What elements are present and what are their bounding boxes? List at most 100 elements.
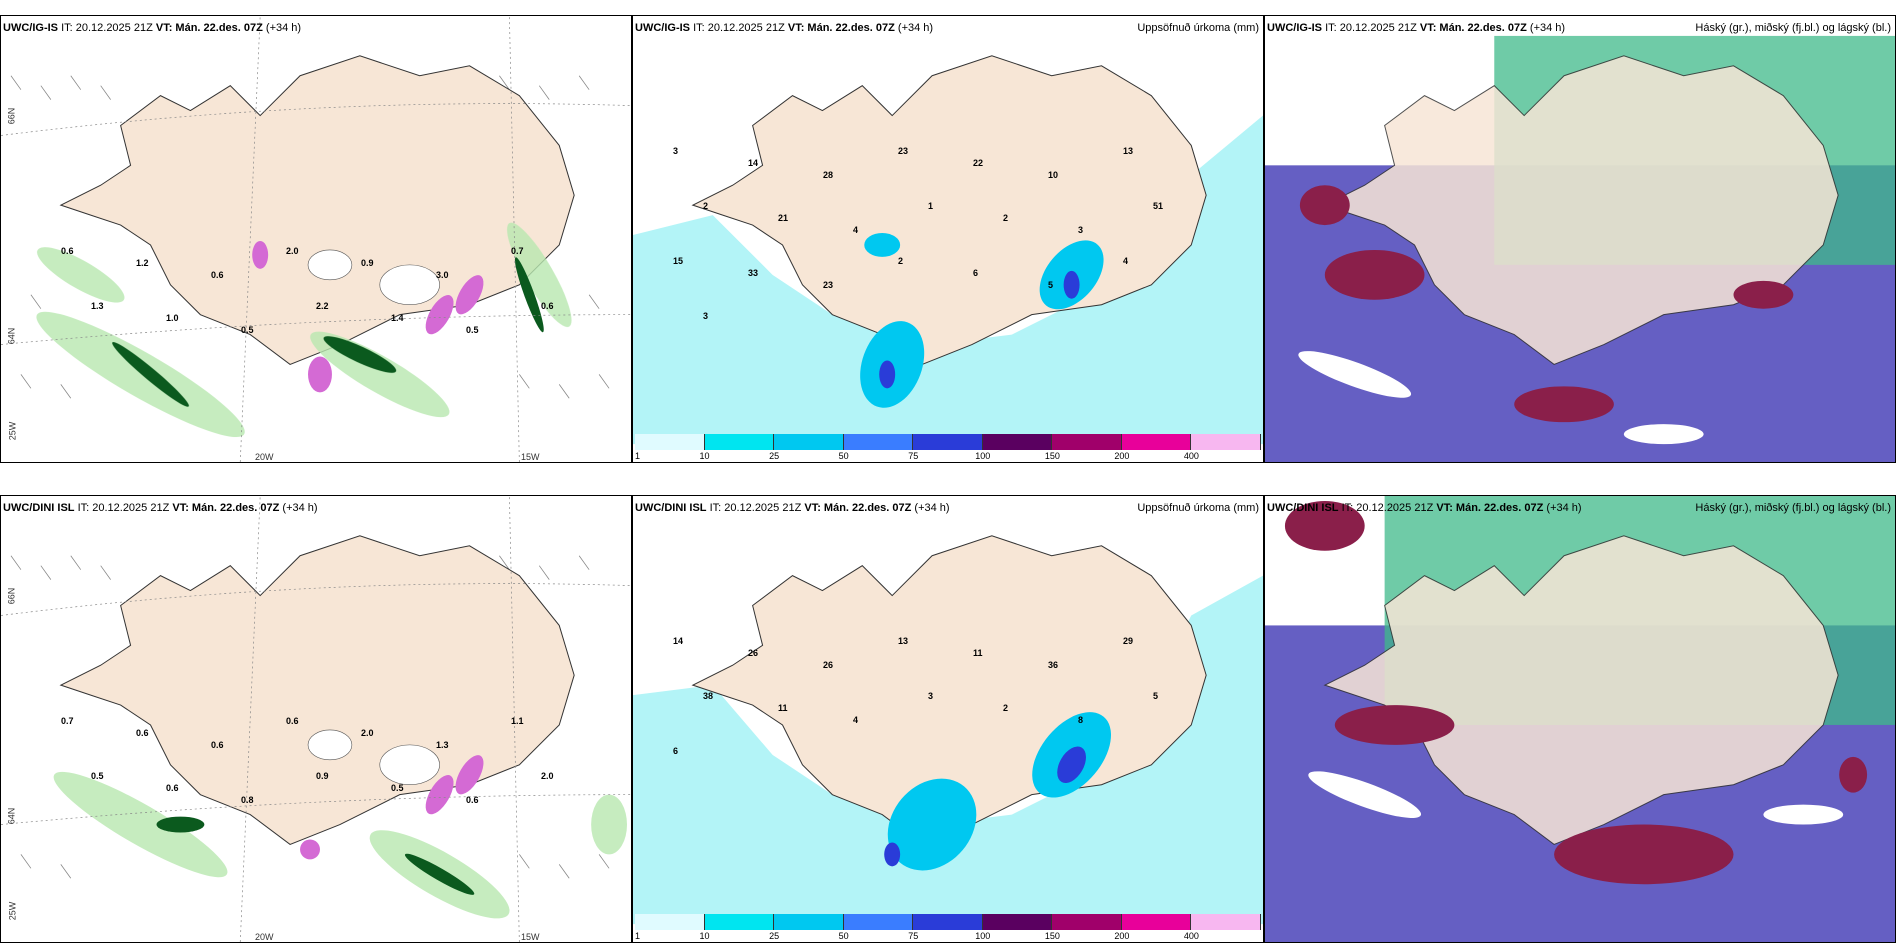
grid-lines xyxy=(1,16,631,462)
map-row1-cloud xyxy=(1265,35,1895,462)
lead-time: (+34 h) xyxy=(897,22,934,34)
map-value-label: 0.6 xyxy=(166,783,179,793)
lon-label-15: 15W xyxy=(521,932,540,942)
valid-time: VT: Mán. 22.des. 07Z xyxy=(1419,22,1527,34)
colorbar-segment xyxy=(774,914,844,930)
colorbar-segment xyxy=(913,434,983,450)
colorbar-segment xyxy=(1121,434,1192,450)
map-value-label: 2 xyxy=(898,256,904,266)
colorbar-segment xyxy=(774,434,844,450)
lon-label-20: 20W xyxy=(255,932,274,942)
map-value-label: 28 xyxy=(823,170,834,180)
map-value-label: 0.6 xyxy=(61,246,74,256)
colorbar-tick-label: 25 xyxy=(769,931,780,941)
panel-header: UWC/IG-IS IT: 20.12.2025 21Z VT: Mán. 22… xyxy=(635,22,933,34)
colorbar-tick-label: 10 xyxy=(699,931,710,941)
map-value-label: 3 xyxy=(673,146,679,156)
panel-row1-wind: 66N 64N 25W 20W 15W UWC/IG-IS IT: 20.12.… xyxy=(0,15,632,463)
map-value-label: 2.0 xyxy=(541,771,554,781)
map-value-label: 11 xyxy=(778,703,788,713)
map-value-label: 23 xyxy=(898,146,909,156)
map-value-label: 13 xyxy=(1123,146,1134,156)
map-value-label: 22 xyxy=(973,158,984,168)
map-value-label: 36 xyxy=(1048,660,1059,670)
map-value-label: 0.9 xyxy=(361,258,374,268)
map-value-label: 14 xyxy=(748,158,759,168)
map-value-label: 10 xyxy=(1048,170,1059,180)
colorbar-segment xyxy=(982,914,1053,930)
colorbar-segment xyxy=(913,914,983,930)
lead-time: (+34 h) xyxy=(1546,502,1582,514)
model-name: UWC/IG-IS xyxy=(635,22,690,34)
lon-label-20: 20W xyxy=(255,452,274,462)
panel-row2-cloud: UWC/DINI ISL IT: 20.12.2025 21Z VT: Mán.… xyxy=(1264,495,1896,943)
map-value-label: 29 xyxy=(1123,636,1134,646)
map-value-label: 11 xyxy=(973,648,983,658)
colorbar-tick-label: 1 xyxy=(635,451,641,461)
map-value-label: 3.0 xyxy=(436,270,449,280)
colorbar-segment xyxy=(704,914,775,930)
valid-time: VT: Mán. 22.des. 07Z xyxy=(172,502,280,514)
map-value-label: 2 xyxy=(1003,703,1009,713)
map-value-label: 1 xyxy=(928,201,934,211)
colorbar-segment xyxy=(843,914,914,930)
white-ice-areas xyxy=(307,729,440,786)
lat-label-66: 66N xyxy=(6,587,17,605)
map-value-label: 0.6 xyxy=(211,740,224,750)
init-time: IT: 20.12.2025 21Z xyxy=(1325,22,1417,34)
map-value-label: 14 xyxy=(673,636,684,646)
colorbar-segment xyxy=(982,434,1053,450)
colorbar-tick-label: 150 xyxy=(1044,931,1060,941)
init-time: IT: 20.12.2025 21Z xyxy=(709,502,802,514)
lead-time: (+34 h) xyxy=(914,502,950,514)
snow-pink-areas xyxy=(300,755,484,860)
valid-time: VT: Mán. 22.des. 07Z xyxy=(804,502,912,514)
model-name: UWC/DINI ISL xyxy=(3,502,75,514)
colorbar-tick-label: 50 xyxy=(838,931,849,941)
colorbar-tick-label: 10 xyxy=(699,451,710,461)
map-value-label: 1.0 xyxy=(166,313,179,323)
map-value-label: 2.0 xyxy=(286,246,299,256)
colorbar-segment xyxy=(1052,434,1122,450)
colorbar-tick-label: 150 xyxy=(1044,451,1060,461)
panel-row1-precip: UWC/IG-IS IT: 20.12.2025 21Z VT: Mán. 22… xyxy=(632,15,1264,463)
init-time: IT: 20.12.2025 21Z xyxy=(693,22,785,34)
panel-header: UWC/DINI ISL IT: 20.12.2025 21Z VT: Mán.… xyxy=(3,502,318,514)
colorbar: 1 10 25 50 75 100 150 200 400 xyxy=(635,434,1261,461)
map-value-label: 0.5 xyxy=(91,771,104,781)
lon-label-25: 25W xyxy=(7,901,18,921)
map-value-label: 26 xyxy=(823,660,834,670)
map-value-label: 0.6 xyxy=(211,270,224,280)
panel-header: UWC/IG-IS IT: 20.12.2025 21Z VT: Mán. 22… xyxy=(1267,22,1565,34)
sea-precip-area xyxy=(633,115,1263,445)
map-value-label: 1.3 xyxy=(91,301,104,311)
cloud-title: Háský (gr.), miðský (fj.bl.) og lágský (… xyxy=(1695,22,1891,34)
colorbar-tick-label: 400 xyxy=(1183,451,1199,461)
map-value-label: 0.5 xyxy=(241,325,254,335)
map-value-label: 1.2 xyxy=(136,258,149,268)
map-value-label: 4 xyxy=(1123,256,1129,266)
precip-title: Uppsöfnuð úrkoma (mm) xyxy=(1137,22,1259,34)
map-row2-wind xyxy=(1,496,631,942)
snow-pink-areas xyxy=(252,240,484,393)
cloud-white-gaps xyxy=(1308,771,1844,825)
map-value-label: 3 xyxy=(928,691,934,701)
map-value-label: 1.4 xyxy=(391,313,404,323)
map-value-label: 15 xyxy=(673,256,684,266)
iceland-land xyxy=(59,535,575,846)
cloud-title: Háský (gr.), miðský (fj.bl.) og lágský (… xyxy=(1695,502,1891,514)
map-value-label: 2.0 xyxy=(361,728,374,738)
cloud-red-areas xyxy=(1299,185,1794,423)
map-value-label: 0.6 xyxy=(286,716,299,726)
map-value-label: 5 xyxy=(1048,280,1054,290)
map-value-label: 26 xyxy=(748,648,759,658)
wind-barbs-layer xyxy=(10,555,610,879)
map-value-label: 38 xyxy=(703,691,714,701)
colorbar-tick-label: 75 xyxy=(908,931,919,941)
map-value-label: 3 xyxy=(1078,225,1084,235)
map-value-label: 21 xyxy=(778,213,789,223)
map-value-label: 51 xyxy=(1153,201,1164,211)
map-value-label: 0.6 xyxy=(466,795,479,805)
map-value-label: 4 xyxy=(853,225,859,235)
map-value-label: 6 xyxy=(673,746,679,756)
